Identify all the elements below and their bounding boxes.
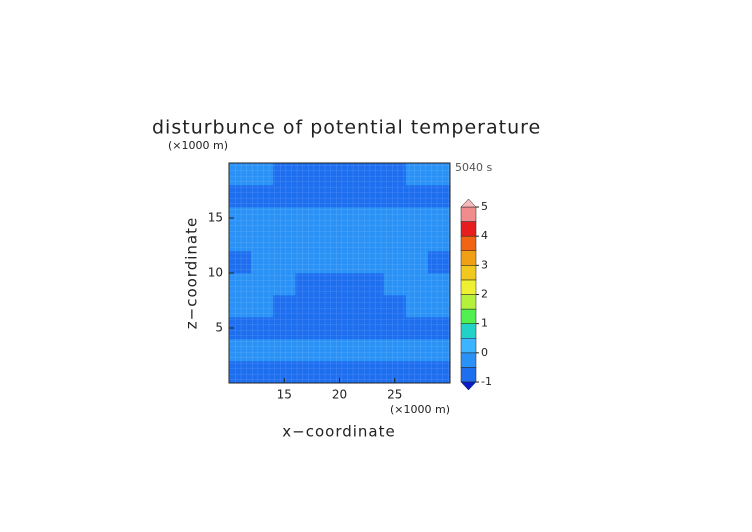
colorbar-bin: [460, 308, 477, 324]
colorbar-bin: [460, 265, 477, 281]
colorbar-tick-label: 5: [481, 200, 488, 213]
y-axis-label: z−coordinate: [183, 217, 201, 329]
y-tick-label: 15: [208, 211, 223, 225]
colorbar-over: [460, 198, 477, 208]
time-label: 5040 s: [455, 161, 492, 174]
colorbar-bin: [460, 294, 477, 310]
colorbar-bin: [460, 206, 477, 222]
colorbar-bin: [460, 338, 477, 354]
colorbar-bin: [460, 221, 477, 237]
colorbar-bin: [460, 352, 477, 368]
colorbar-tick-label: 4: [481, 229, 488, 242]
colorbar-tick-label: -1: [481, 375, 492, 388]
x-tick-label: 25: [387, 388, 402, 402]
y-tick-label: 5: [215, 321, 223, 335]
colorbar-under: [460, 381, 477, 391]
colorbar-tick-label: 3: [481, 258, 488, 271]
colorbar-bin: [460, 250, 477, 266]
y-tick-label: 10: [208, 266, 223, 280]
chart-title: disturbunce of potential temperature: [152, 117, 541, 139]
y-unit: (×1000 m): [168, 139, 228, 152]
colorbar-tick-label: 2: [481, 288, 488, 301]
colorbar-bin: [460, 367, 477, 383]
mesh: [229, 163, 450, 383]
x-tick-label: 15: [277, 388, 292, 402]
x-unit: (×1000 m): [390, 403, 450, 416]
colorbar-bin: [460, 279, 477, 295]
x-axis-label: x−coordinate: [282, 423, 395, 441]
colorbar-bin: [460, 323, 477, 339]
colorbar-tick-label: 1: [481, 317, 488, 330]
colorbar-bin: [460, 235, 477, 252]
colorbar-tick-label: 0: [481, 346, 488, 359]
x-tick-label: 20: [332, 388, 347, 402]
